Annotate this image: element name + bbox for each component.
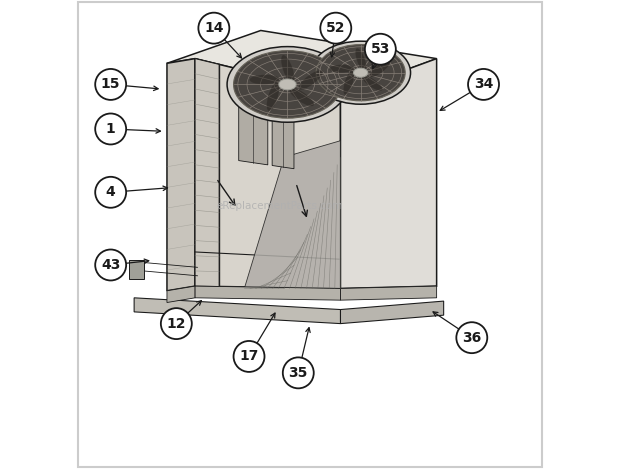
Ellipse shape bbox=[329, 65, 354, 73]
Ellipse shape bbox=[370, 61, 390, 77]
Polygon shape bbox=[167, 286, 195, 303]
Ellipse shape bbox=[234, 51, 342, 118]
Polygon shape bbox=[167, 30, 436, 94]
Ellipse shape bbox=[250, 75, 280, 84]
Polygon shape bbox=[244, 141, 340, 288]
Text: 14: 14 bbox=[204, 21, 224, 35]
Ellipse shape bbox=[362, 76, 383, 91]
Text: 35: 35 bbox=[288, 366, 308, 380]
Text: eReplacementParts.com: eReplacementParts.com bbox=[216, 201, 343, 212]
Polygon shape bbox=[167, 59, 195, 291]
Circle shape bbox=[321, 13, 352, 44]
Polygon shape bbox=[340, 59, 436, 288]
Text: 17: 17 bbox=[239, 349, 259, 363]
Text: 43: 43 bbox=[101, 258, 120, 272]
Polygon shape bbox=[195, 59, 219, 287]
Ellipse shape bbox=[267, 83, 279, 111]
Text: 4: 4 bbox=[106, 185, 115, 199]
Circle shape bbox=[283, 357, 314, 388]
Ellipse shape bbox=[343, 71, 354, 95]
Text: 12: 12 bbox=[167, 317, 186, 331]
Ellipse shape bbox=[355, 48, 366, 72]
Polygon shape bbox=[239, 102, 268, 165]
Ellipse shape bbox=[311, 41, 410, 104]
Text: 15: 15 bbox=[101, 77, 120, 91]
Polygon shape bbox=[134, 298, 340, 324]
Circle shape bbox=[365, 34, 396, 65]
Circle shape bbox=[198, 13, 229, 44]
Polygon shape bbox=[340, 286, 436, 300]
Text: 36: 36 bbox=[462, 331, 481, 345]
Ellipse shape bbox=[227, 46, 348, 122]
Text: 1: 1 bbox=[106, 122, 115, 136]
Ellipse shape bbox=[353, 68, 368, 77]
Ellipse shape bbox=[279, 79, 296, 90]
Ellipse shape bbox=[281, 55, 294, 83]
Circle shape bbox=[95, 250, 126, 280]
Text: 53: 53 bbox=[371, 42, 390, 56]
Circle shape bbox=[468, 69, 499, 100]
Ellipse shape bbox=[316, 45, 405, 101]
Polygon shape bbox=[340, 301, 444, 324]
Text: 34: 34 bbox=[474, 77, 494, 91]
Ellipse shape bbox=[289, 88, 314, 106]
Circle shape bbox=[161, 308, 192, 339]
Circle shape bbox=[95, 113, 126, 144]
Polygon shape bbox=[272, 109, 294, 169]
Circle shape bbox=[95, 69, 126, 100]
Circle shape bbox=[95, 177, 126, 208]
Circle shape bbox=[234, 341, 265, 372]
Polygon shape bbox=[130, 260, 143, 279]
Circle shape bbox=[456, 322, 487, 353]
Polygon shape bbox=[195, 286, 340, 300]
Text: 52: 52 bbox=[326, 21, 345, 35]
Ellipse shape bbox=[298, 70, 323, 90]
Polygon shape bbox=[195, 59, 340, 288]
